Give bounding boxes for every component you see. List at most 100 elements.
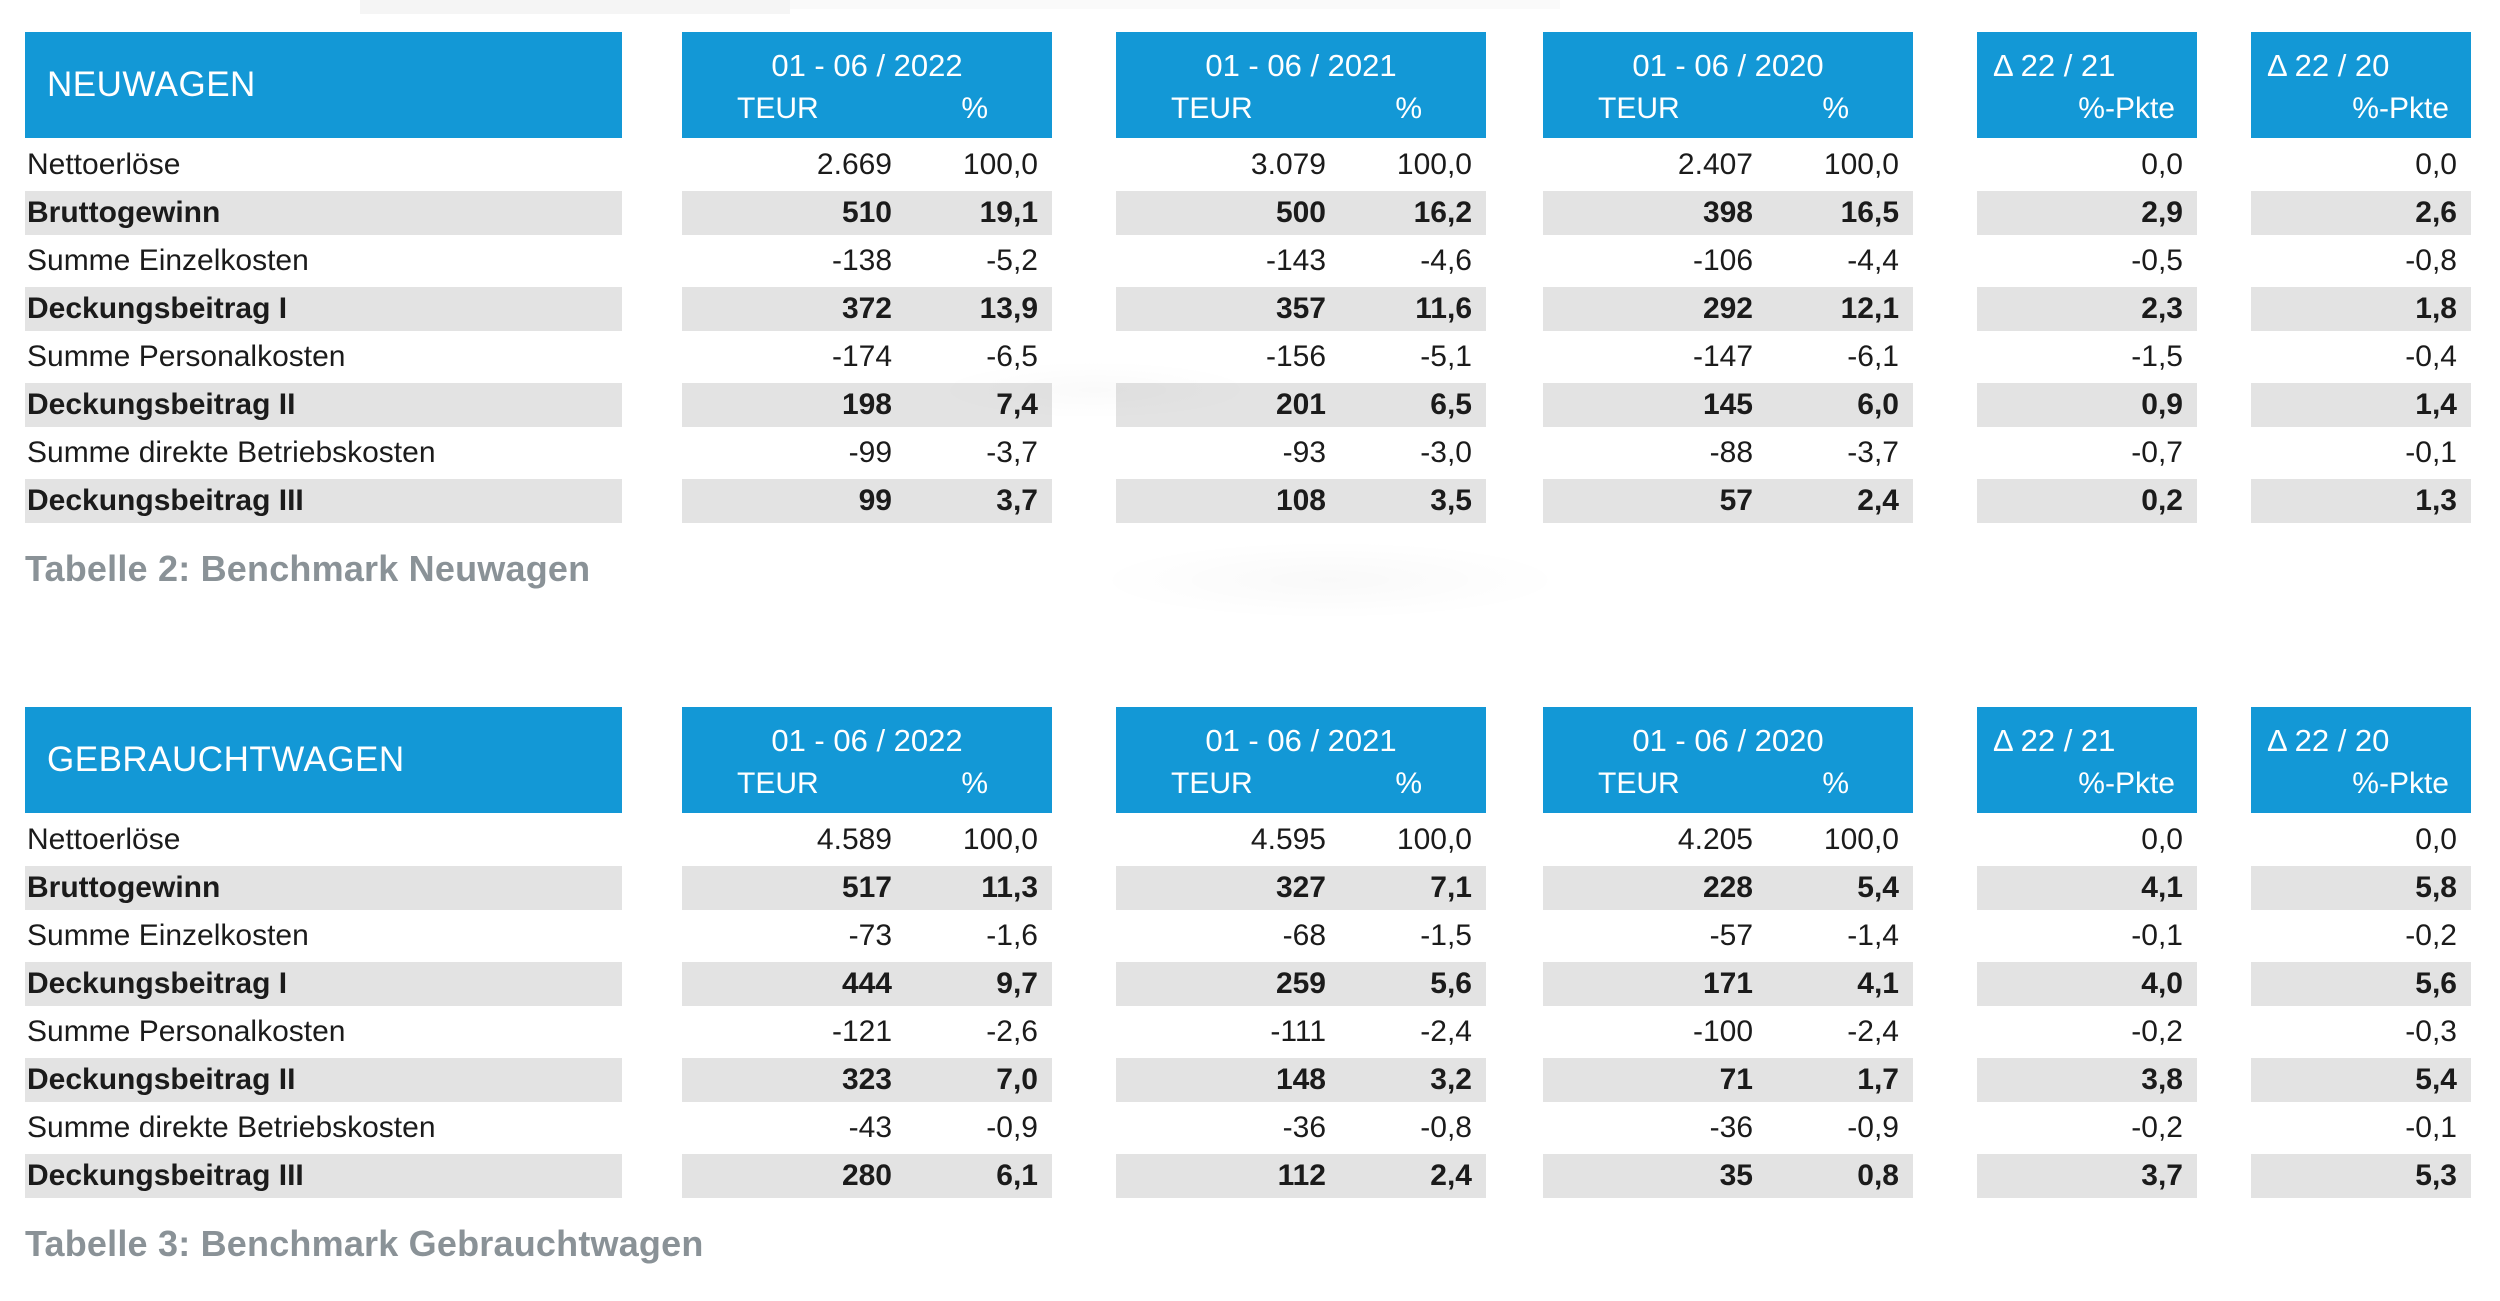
value-teur: 71 (1719, 1063, 1753, 1096)
value-cell-group: 71 1,7 (1543, 1058, 1913, 1102)
value-teur: -68 (1282, 919, 1326, 952)
value-percent: -0,9 (1847, 1111, 1899, 1144)
column-unit-label: TEUR (1171, 92, 1253, 125)
value-teur: 327 (1275, 871, 1326, 904)
value-teur: -93 (1282, 436, 1326, 469)
value-delta: 5,3 (2251, 1154, 2471, 1198)
value-percent: -3,7 (1847, 436, 1899, 469)
value-delta: 0,0 (2141, 823, 2183, 856)
column-units-row: %-Pkte (2251, 764, 2471, 808)
value-cell-group: 444 9,7 (682, 962, 1052, 1006)
value-percent: 3,5 (1430, 484, 1472, 517)
column-period-label: 01 - 06 / 2021 (1205, 723, 1397, 758)
table-row: Bruttogewinn 517 11,3 327 7,1 228 5,4 4,1 5,8 (25, 866, 2500, 910)
value-teur: 517 (841, 871, 892, 904)
value-delta: -0,3 (2405, 1015, 2457, 1048)
value-cell-group: 2.407 100,0 (1543, 143, 1913, 187)
value-percent: 6,1 (996, 1159, 1038, 1192)
period-column-header: 01 - 06 / 2022 TEUR% (682, 707, 1052, 813)
value-cell-group: 280 6,1 (682, 1154, 1052, 1198)
column-period-label: 01 - 06 / 2022 (771, 48, 963, 83)
value-delta: 3,8 (1977, 1058, 2197, 1102)
row-label: Nettoerlöse (27, 823, 181, 856)
column-unit-label: % (961, 92, 988, 125)
value-delta: 5,8 (2251, 866, 2471, 910)
row-label: Summe Einzelkosten (27, 244, 309, 277)
value-cell-group: -100 -2,4 (1543, 1010, 1913, 1054)
value-cell-group: -43 -0,9 (682, 1106, 1052, 1150)
period-column-header: 01 - 06 / 2021 TEUR% (1116, 32, 1486, 138)
row-label: Nettoerlöse (27, 148, 181, 181)
value-cell-group: -99 -3,7 (682, 431, 1052, 475)
table-row: Deckungsbeitrag II 323 7,0 148 3,2 71 1,7 3,8 5,… (25, 1058, 2500, 1102)
value-percent: 13,9 (979, 292, 1038, 325)
value-percent: -4,6 (1420, 244, 1472, 277)
value-teur: 145 (1702, 388, 1753, 421)
value-delta: -0,5 (2131, 244, 2183, 277)
value-delta: -1,5 (2131, 340, 2183, 373)
column-units-row: TEUR% (1543, 89, 1913, 133)
value-percent: 7,0 (996, 1063, 1038, 1096)
value-delta: 2,9 (1977, 191, 2197, 235)
value-delta: 2,6 (2251, 191, 2471, 235)
value-percent: 11,6 (1415, 292, 1472, 325)
value-cell-group: -36 -0,8 (1116, 1106, 1486, 1150)
table-title: NEUWAGEN (25, 32, 622, 138)
value-delta: 1,8 (2251, 287, 2471, 331)
value-teur: 4.205 (1677, 823, 1753, 856)
value-percent: 100,0 (1823, 148, 1899, 181)
value-teur: 259 (1275, 967, 1326, 1000)
value-cell-group: 4.595 100,0 (1116, 818, 1486, 862)
value-teur: 57 (1719, 484, 1753, 517)
value-teur: 99 (858, 484, 892, 517)
column-units-row: %-Pkte (1977, 764, 2197, 808)
column-unit-label: TEUR (1171, 767, 1253, 800)
value-cell-group: 372 13,9 (682, 287, 1052, 331)
column-period-label: 01 - 06 / 2020 (1632, 723, 1824, 758)
column-period-label: Δ 22 / 21 (1993, 723, 2116, 758)
value-teur: 4.595 (1250, 823, 1326, 856)
value-percent: -2,4 (1847, 1015, 1899, 1048)
value-teur: 4.589 (816, 823, 892, 856)
value-percent: 5,4 (1857, 871, 1899, 904)
value-percent: -0,9 (986, 1111, 1038, 1144)
column-unit-label: %-Pkte (2352, 767, 2449, 800)
column-unit-label: % (1822, 92, 1849, 125)
value-percent: -2,4 (1420, 1015, 1472, 1048)
value-cell-group: 35 0,8 (1543, 1154, 1913, 1198)
row-label: Deckungsbeitrag II (25, 1058, 622, 1102)
column-units-row: TEUR% (682, 89, 1052, 133)
value-cell-group: -57 -1,4 (1543, 914, 1913, 958)
value-teur: 372 (841, 292, 892, 325)
value-cell-group: 57 2,4 (1543, 479, 1913, 523)
column-units-row: TEUR% (682, 764, 1052, 808)
value-percent: 3,2 (1430, 1063, 1472, 1096)
row-label: Deckungsbeitrag III (25, 479, 622, 523)
value-delta: 3,7 (1977, 1154, 2197, 1198)
value-cell-group: -106 -4,4 (1543, 239, 1913, 283)
value-percent: -6,1 (1847, 340, 1899, 373)
value-percent: -1,4 (1847, 919, 1899, 952)
column-unit-label: %-Pkte (2352, 92, 2449, 125)
value-teur: 292 (1702, 292, 1753, 325)
value-percent: -0,8 (1420, 1111, 1472, 1144)
value-percent: -1,6 (986, 919, 1038, 952)
column-unit-label: % (1395, 92, 1422, 125)
value-teur: 357 (1275, 292, 1326, 325)
value-percent: 2,4 (1430, 1159, 1472, 1192)
column-period-label: 01 - 06 / 2020 (1632, 48, 1824, 83)
value-delta: -0,8 (2405, 244, 2457, 277)
value-teur: 201 (1275, 388, 1326, 421)
value-teur: 228 (1702, 871, 1753, 904)
value-teur: 148 (1275, 1063, 1326, 1096)
value-percent: -6,5 (986, 340, 1038, 373)
value-cell-group: 198 7,4 (682, 383, 1052, 427)
value-percent: -1,5 (1420, 919, 1472, 952)
value-teur: 2.669 (816, 148, 892, 181)
value-teur: 398 (1702, 196, 1753, 229)
value-cell-group: 2.669 100,0 (682, 143, 1052, 187)
value-teur: 108 (1275, 484, 1326, 517)
value-teur: 112 (1277, 1159, 1326, 1192)
table-caption-neuwagen: Tabelle 2: Benchmark Neuwagen (25, 548, 591, 589)
value-cell-group: 357 11,6 (1116, 287, 1486, 331)
